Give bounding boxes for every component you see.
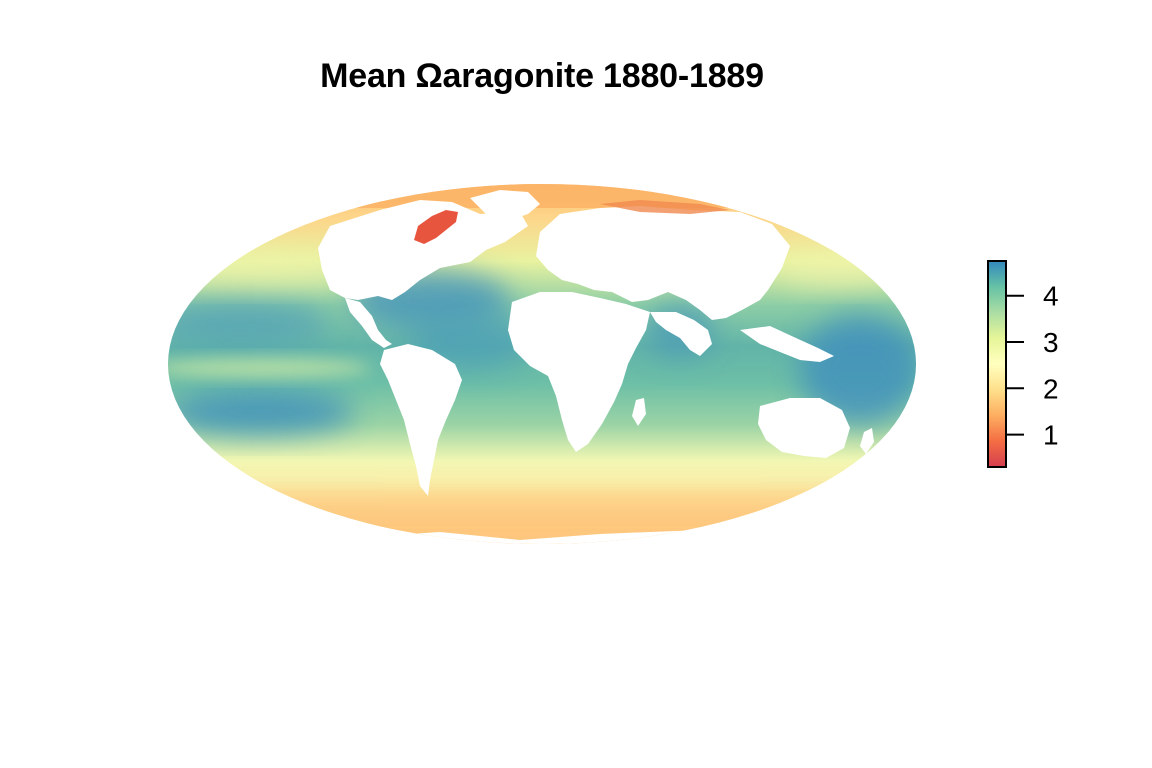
hudson-bay <box>414 210 458 244</box>
colorbar-tick-label: 3 <box>1043 327 1059 358</box>
colorbar-ticks: 1 2 3 4 <box>1006 281 1059 451</box>
colorbar-tick-label: 1 <box>1043 420 1059 451</box>
colorbar-tick-label: 2 <box>1043 373 1059 404</box>
colorbar-tick-label: 4 <box>1043 281 1059 312</box>
colorbar <box>987 260 1007 468</box>
map-title: Mean Ωaragonite 1880-1889 <box>320 57 764 95</box>
